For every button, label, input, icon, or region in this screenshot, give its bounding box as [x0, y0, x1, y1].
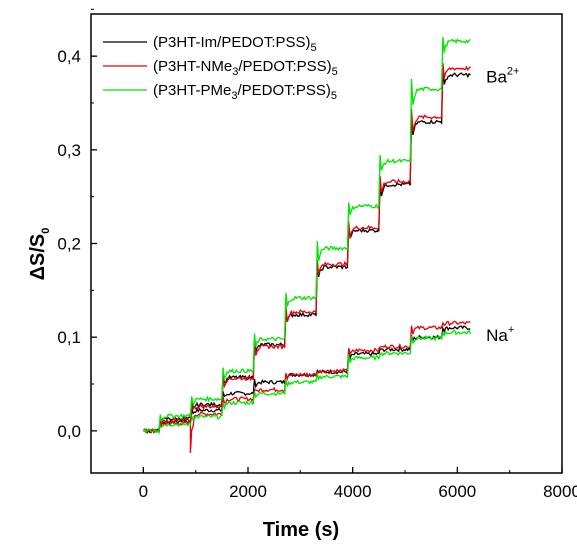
na-series-black-line [143, 325, 471, 434]
y-axis-ticks: 0,0 0,1 0,2 0,3 0,4 [57, 8, 97, 441]
x-tick-label: 4000 [334, 482, 372, 501]
x-axis-ticks: 0 2000 4000 6000 8000 [90, 467, 577, 501]
na-series-green-line [143, 329, 472, 434]
ba-series-red-line [142, 63, 471, 434]
x-tick-label: 0 [139, 482, 148, 501]
ion-label: Ba2+ [486, 65, 519, 86]
y-tick-label: 0,0 [57, 422, 81, 441]
y-tick-label: 0,1 [57, 328, 81, 347]
y-tick-label: 0,4 [57, 47, 81, 66]
legend: (P3HT-Im/PEDOT:PSS)5 (P3HT-NMe3/PEDOT:PSS… [103, 34, 338, 102]
legend-label: (P3HT-PMe3/PEDOT:PSS)5 [153, 82, 337, 102]
legend-label: (P3HT-NMe3/PEDOT:PSS)5 [153, 58, 338, 78]
y-tick-label: 0,2 [57, 235, 81, 254]
x-tick-label: 8000 [543, 482, 577, 501]
legend-label: (P3HT-Im/PEDOT:PSS)5 [153, 34, 317, 54]
data-curves [142, 36, 472, 454]
ba-series-green-line [142, 36, 471, 435]
ion-label: Na+ [486, 324, 514, 345]
ba-series-black-line [142, 68, 471, 434]
x-tick-label: 6000 [438, 482, 476, 501]
y-tick-label: 0,3 [57, 141, 81, 160]
y-axis-title: ΔS/S0 [27, 228, 52, 281]
annotations: Ba2+ Na+ [486, 65, 519, 345]
na-series-red-line [143, 320, 471, 454]
x-axis-title: Time (s) [263, 519, 339, 541]
x-tick-label: 2000 [229, 482, 267, 501]
